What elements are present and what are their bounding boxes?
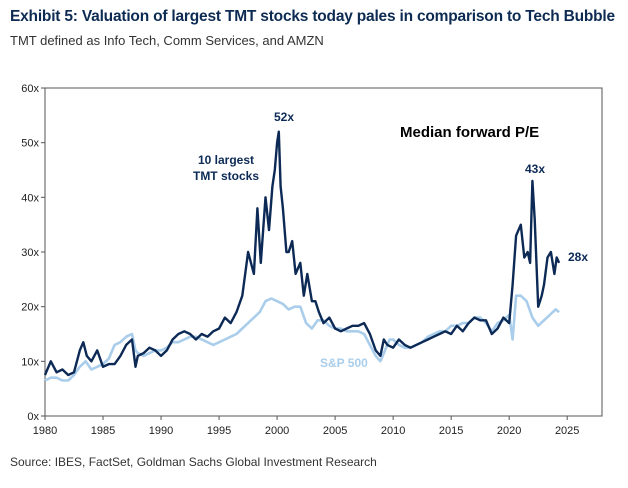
chart-title: Median forward P/E: [400, 124, 539, 141]
x-tick-label: 1990: [149, 425, 173, 437]
annotation-sp500: S&P 500: [320, 356, 368, 370]
x-tick-label: 1985: [91, 425, 115, 437]
x-tick-label: 2000: [265, 425, 289, 437]
x-axis: 1980 1985 1990 1995 2000 2005 2010 2015 2020 2025: [33, 416, 579, 437]
exhibit-title: Exhibit 5: Valuation of largest TMT stoc…: [10, 8, 615, 25]
y-tick-label: 20x: [21, 302, 39, 314]
annotation-tmt-line1: 10 largest: [198, 153, 254, 167]
y-tick-label: 0x: [27, 411, 39, 423]
x-tick-label: 2005: [323, 425, 347, 437]
source-note: Source: IBES, FactSet, Goldman Sachs Glo…: [10, 455, 377, 469]
y-tick-label: 60x: [21, 83, 39, 95]
x-tick-label: 1980: [33, 425, 57, 437]
y-tick-label: 10x: [21, 356, 39, 368]
exhibit-subtitle: TMT defined as Info Tech, Comm Services,…: [10, 33, 324, 48]
x-tick-label: 2020: [497, 425, 521, 437]
annotation-peak-2021: 43x: [525, 162, 545, 176]
y-axis: 0x 10x 20x 30x 40x 50x 60x: [21, 83, 45, 423]
annotation-peak-2000: 52x: [274, 110, 294, 124]
y-tick-label: 40x: [21, 192, 39, 204]
x-tick-label: 2015: [439, 425, 463, 437]
x-tick-label: 2010: [381, 425, 405, 437]
x-tick-label: 1995: [207, 425, 231, 437]
y-tick-label: 30x: [21, 247, 39, 259]
annotation-tmt-line2: TMT stocks: [193, 169, 259, 183]
y-tick-label: 50x: [21, 138, 39, 150]
series-line-sp500: [44, 294, 560, 382]
x-tick-label: 2025: [555, 425, 579, 437]
series-line-tmt: [43, 130, 561, 377]
annotation-current: 28x: [568, 250, 588, 264]
